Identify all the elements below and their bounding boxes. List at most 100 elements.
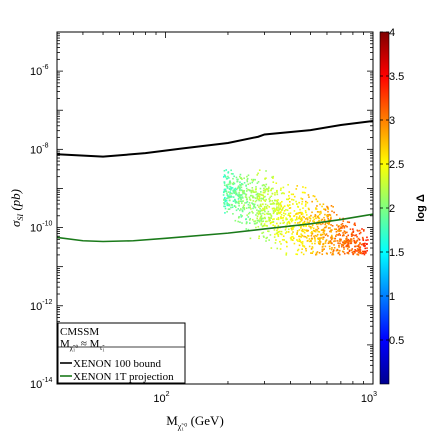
scatter-point — [341, 245, 343, 248]
scatter-point — [363, 245, 365, 247]
scatter-point — [253, 222, 256, 225]
scatter-point — [352, 234, 354, 236]
scatter-point — [317, 215, 320, 217]
scatter-point — [285, 217, 287, 219]
scatter-point — [310, 248, 313, 250]
scatter-point — [322, 249, 324, 251]
scatter-point — [362, 230, 365, 232]
scatter-point — [263, 223, 266, 225]
scatter-point — [319, 222, 321, 225]
scatter-point — [286, 198, 288, 201]
scatter-point — [245, 207, 248, 209]
scatter-point — [363, 244, 366, 247]
scatter-point — [283, 205, 286, 207]
scatter-point — [312, 229, 315, 232]
scatter-point — [272, 181, 275, 183]
scatter-point — [365, 239, 367, 242]
scatter-point — [332, 252, 334, 255]
scatter-point — [270, 189, 272, 191]
scatter-point — [312, 227, 315, 230]
scatter-point — [222, 176, 225, 178]
scatter-point — [253, 204, 255, 206]
scatter-point — [261, 220, 263, 223]
scatter-point — [291, 228, 293, 231]
scatter-point — [239, 194, 241, 196]
scatter-point — [329, 247, 331, 250]
scatter-point — [230, 186, 232, 189]
scatter-point — [251, 189, 254, 192]
scatter-point — [240, 200, 242, 202]
scatter-point — [264, 195, 266, 198]
scatter-point — [304, 203, 307, 205]
scatter-point — [310, 234, 313, 237]
scatter-point — [311, 247, 314, 249]
scatter-point — [259, 187, 262, 190]
scatter-point — [237, 186, 240, 189]
scatter-point — [274, 193, 276, 196]
scatter-point — [333, 228, 336, 230]
scatter-point — [247, 216, 250, 218]
scatter-point — [331, 235, 333, 238]
scatter-point — [267, 210, 270, 213]
scatter-point — [256, 215, 259, 218]
scatter-point — [243, 191, 245, 194]
scatter-point — [245, 222, 248, 225]
scatter-point — [237, 178, 239, 181]
scatter-point — [330, 216, 332, 219]
scatter-point — [335, 233, 338, 236]
scatter-point — [241, 183, 244, 186]
scatter-point — [342, 244, 345, 247]
scatter-point — [285, 226, 287, 229]
scatter-point — [346, 248, 349, 250]
scatter-point — [366, 247, 368, 249]
scatter-point — [317, 241, 320, 243]
scatter-point — [327, 217, 329, 220]
scatter-point — [240, 214, 242, 216]
scatter-point — [348, 221, 351, 224]
scatter-point — [277, 207, 280, 209]
scatter-point — [347, 244, 349, 246]
scatter-point — [341, 234, 344, 237]
scatter-point — [302, 245, 304, 247]
scatter-point — [254, 197, 257, 199]
scatter-point — [262, 196, 265, 199]
scatter-point — [309, 220, 311, 222]
scatter-point — [258, 193, 260, 195]
scatter-point — [277, 224, 280, 227]
scatter-point — [343, 241, 346, 244]
scatter-point — [364, 247, 367, 250]
scatter-point — [327, 227, 330, 229]
scatter-point — [348, 246, 350, 248]
scatter-point — [288, 212, 290, 215]
plot-frame — [56, 31, 374, 385]
scatter-point — [222, 194, 225, 196]
scatter-point — [259, 210, 262, 212]
scatter-point — [281, 238, 284, 241]
scatter-point — [348, 250, 351, 253]
scatter-point — [263, 184, 266, 187]
scatter-point — [329, 227, 331, 229]
scatter-point — [230, 169, 232, 172]
scatter-point — [314, 215, 316, 218]
scatter-point — [264, 188, 267, 191]
scatter-point — [288, 207, 291, 209]
scatter-point — [263, 209, 266, 211]
scatter-point — [323, 226, 326, 229]
scatter-point — [326, 253, 328, 255]
scatter-point — [237, 208, 240, 210]
scatter-point — [277, 216, 280, 219]
scatter-point — [344, 241, 347, 243]
scatter-point — [281, 233, 283, 236]
scatter-point — [344, 242, 347, 245]
scatter-point — [276, 218, 278, 220]
scatter-point — [240, 208, 242, 210]
colorbar-tick-label: 0.5 — [389, 335, 404, 347]
scatter-point — [246, 180, 249, 183]
scatter-point — [324, 245, 327, 248]
scatter-point — [235, 188, 238, 191]
scatter-point — [344, 240, 347, 242]
scatter-point — [301, 219, 303, 221]
scatter-point — [276, 200, 279, 203]
scatter-point — [305, 229, 308, 232]
scatter-point — [262, 231, 265, 234]
